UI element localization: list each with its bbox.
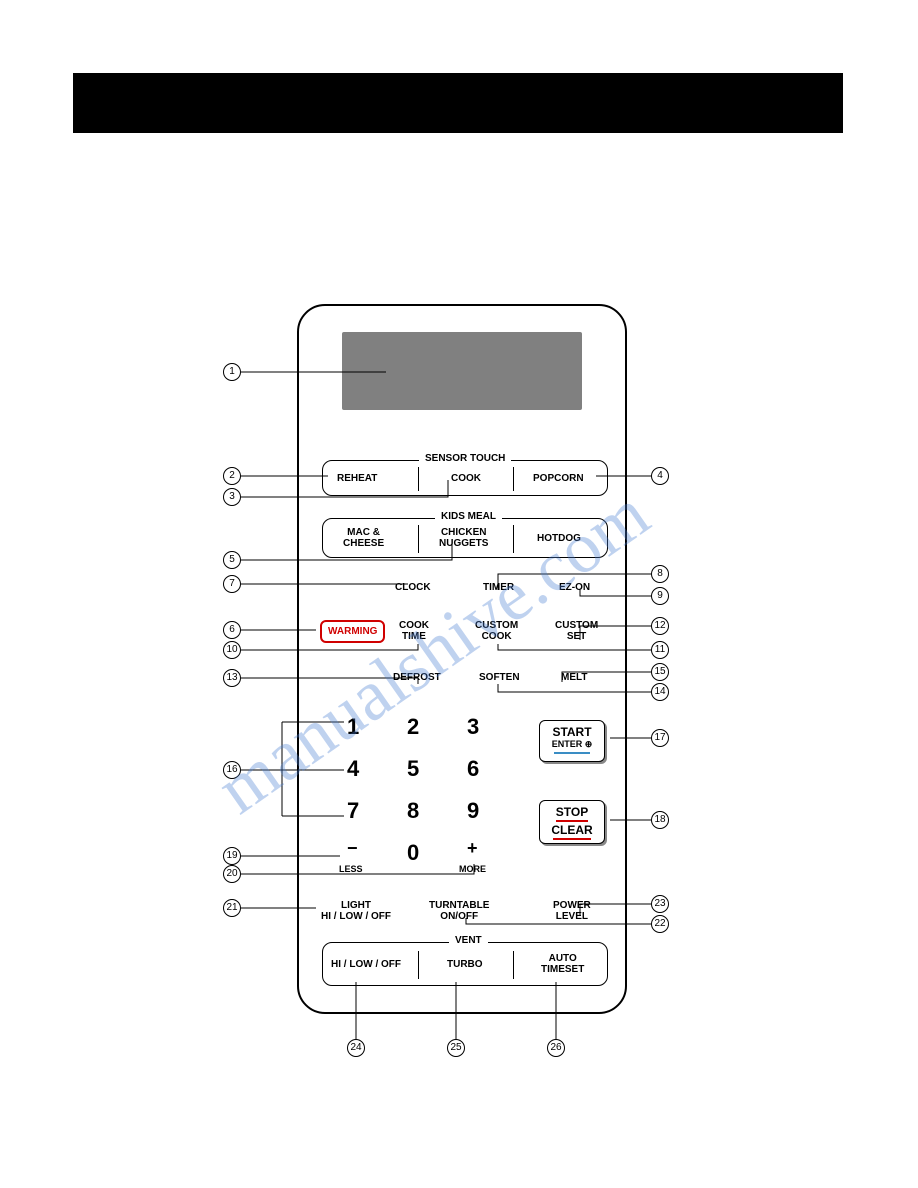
- callout-25: 25: [447, 1039, 465, 1057]
- callout-19: 19: [223, 847, 241, 865]
- clear-label: CLEAR: [540, 823, 604, 837]
- vent-group: VENT HI / LOW / OFF TURBO AUTO TIMESET: [322, 942, 608, 986]
- keypad-6[interactable]: 6: [467, 756, 479, 782]
- callout-2: 2: [223, 467, 241, 485]
- callout-23: 23: [651, 895, 669, 913]
- sensor-touch-group: SENSOR TOUCH REHEAT COOK POPCORN: [322, 460, 608, 496]
- callout-5: 5: [223, 551, 241, 569]
- popcorn-button[interactable]: POPCORN: [533, 473, 584, 484]
- keypad-3[interactable]: 3: [467, 714, 479, 740]
- soften-button[interactable]: SOFTEN: [479, 672, 520, 683]
- divider: [513, 467, 514, 491]
- divider: [513, 951, 514, 979]
- turntable-button[interactable]: TURNTABLE ON/OFF: [429, 900, 489, 922]
- custom-cook-button[interactable]: CUSTOM COOK: [475, 620, 518, 642]
- cook-button[interactable]: COOK: [451, 473, 481, 484]
- keypad-1[interactable]: 1: [347, 714, 359, 740]
- less-minus-icon[interactable]: −: [347, 838, 358, 859]
- callout-12: 12: [651, 617, 669, 635]
- clock-button[interactable]: CLOCK: [395, 582, 431, 593]
- start-enter-label: ENTER ⊕: [540, 739, 604, 750]
- callout-21: 21: [223, 899, 241, 917]
- keypad-7[interactable]: 7: [347, 798, 359, 824]
- reheat-button[interactable]: REHEAT: [337, 473, 377, 484]
- start-underline: [554, 752, 590, 754]
- divider: [418, 467, 419, 491]
- defrost-button[interactable]: DEFROST: [393, 672, 441, 683]
- timer-button[interactable]: TIMER: [483, 582, 514, 593]
- stop-label: STOP: [540, 805, 604, 819]
- callout-3: 3: [223, 488, 241, 506]
- divider: [513, 525, 514, 553]
- callout-10: 10: [223, 641, 241, 659]
- more-plus-icon[interactable]: +: [467, 838, 478, 859]
- custom-set-button[interactable]: CUSTOM SET: [555, 620, 598, 642]
- vent-label: VENT: [449, 935, 488, 946]
- ezon-button[interactable]: EZ-ON: [559, 582, 590, 593]
- callout-11: 11: [651, 641, 669, 659]
- start-button[interactable]: START ENTER ⊕: [539, 720, 605, 762]
- mac-cheese-button[interactable]: MAC & CHEESE: [343, 527, 384, 549]
- callout-7: 7: [223, 575, 241, 593]
- vent-turbo-button[interactable]: TURBO: [447, 959, 483, 970]
- callout-14: 14: [651, 683, 669, 701]
- kids-meal-label: KIDS MEAL: [435, 511, 502, 522]
- stop-underline: [556, 820, 588, 822]
- warming-button[interactable]: WARMING: [320, 620, 385, 643]
- light-button[interactable]: LIGHT HI / LOW / OFF: [321, 900, 391, 922]
- clear-underline: [553, 838, 591, 840]
- vent-hilowoff-button[interactable]: HI / LOW / OFF: [331, 959, 401, 970]
- divider: [418, 525, 419, 553]
- callout-18: 18: [651, 811, 669, 829]
- more-label: MORE: [459, 864, 486, 874]
- display-screen: [342, 332, 582, 410]
- callout-4: 4: [651, 467, 669, 485]
- callout-9: 9: [651, 587, 669, 605]
- keypad-8[interactable]: 8: [407, 798, 419, 824]
- callout-6: 6: [223, 621, 241, 639]
- callout-26: 26: [547, 1039, 565, 1057]
- start-label: START: [540, 725, 604, 739]
- sensor-touch-label: SENSOR TOUCH: [419, 453, 511, 464]
- stop-button[interactable]: STOP CLEAR: [539, 800, 605, 844]
- lock-icon: ⊕: [585, 739, 593, 749]
- keypad-4[interactable]: 4: [347, 756, 359, 782]
- keypad-2[interactable]: 2: [407, 714, 419, 740]
- callout-15: 15: [651, 663, 669, 681]
- divider: [418, 951, 419, 979]
- callout-16: 16: [223, 761, 241, 779]
- less-label: LESS: [339, 864, 363, 874]
- callout-17: 17: [651, 729, 669, 747]
- keypad-5[interactable]: 5: [407, 756, 419, 782]
- vent-auto-timeset-button[interactable]: AUTO TIMESET: [541, 953, 584, 975]
- keypad-0[interactable]: 0: [407, 840, 419, 866]
- kids-meal-group: KIDS MEAL MAC & CHEESE CHICKEN NUGGETS H…: [322, 518, 608, 558]
- hotdog-button[interactable]: HOTDOG: [537, 533, 581, 544]
- power-level-button[interactable]: POWER LEVEL: [553, 900, 591, 922]
- chicken-nuggets-button[interactable]: CHICKEN NUGGETS: [439, 527, 488, 549]
- callout-20: 20: [223, 865, 241, 883]
- control-panel: SENSOR TOUCH REHEAT COOK POPCORN KIDS ME…: [297, 304, 627, 1014]
- cook-time-button[interactable]: COOK TIME: [399, 620, 429, 642]
- header-blackbar: [73, 73, 843, 133]
- callout-22: 22: [651, 915, 669, 933]
- callout-13: 13: [223, 669, 241, 687]
- keypad: 1 2 3 4 5 6 7 8 9 0 − + LESS MORE: [339, 714, 519, 884]
- callout-1: 1: [223, 363, 241, 381]
- melt-button[interactable]: MELT: [561, 672, 587, 683]
- callout-24: 24: [347, 1039, 365, 1057]
- callout-8: 8: [651, 565, 669, 583]
- keypad-9[interactable]: 9: [467, 798, 479, 824]
